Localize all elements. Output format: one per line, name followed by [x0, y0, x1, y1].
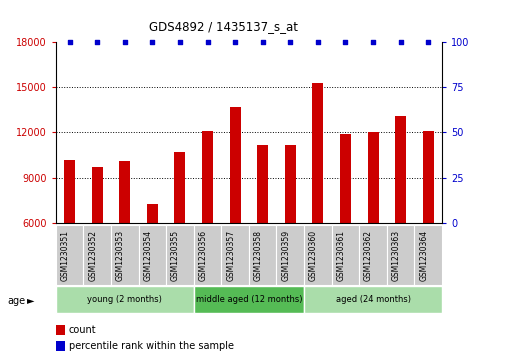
Text: GSM1230358: GSM1230358	[253, 230, 263, 281]
Text: aged (24 months): aged (24 months)	[335, 295, 410, 304]
Bar	[359, 225, 387, 285]
Bar	[304, 286, 442, 313]
Bar	[64, 160, 75, 223]
Text: GSM1230362: GSM1230362	[364, 230, 373, 281]
Point	[286, 39, 294, 45]
Text: GDS4892 / 1435137_s_at: GDS4892 / 1435137_s_at	[149, 20, 298, 33]
Text: GSM1230353: GSM1230353	[116, 230, 125, 281]
Point	[204, 39, 212, 45]
Bar	[147, 204, 158, 223]
Bar	[92, 167, 103, 223]
Point	[148, 39, 156, 45]
Text: GSM1230361: GSM1230361	[336, 230, 345, 281]
Bar	[367, 132, 378, 223]
Bar	[174, 152, 185, 223]
Bar	[166, 225, 194, 285]
Bar	[119, 161, 131, 223]
Point	[424, 39, 432, 45]
Bar	[285, 144, 296, 223]
Point	[93, 39, 101, 45]
Text: young (2 months): young (2 months)	[87, 295, 162, 304]
Bar	[56, 286, 194, 313]
Bar	[111, 225, 139, 285]
Bar	[423, 131, 434, 223]
Point	[121, 39, 129, 45]
Bar	[194, 225, 221, 285]
Bar	[221, 225, 249, 285]
Text: ►: ►	[27, 295, 35, 306]
Text: count: count	[69, 325, 96, 335]
Bar	[304, 225, 332, 285]
Point	[397, 39, 405, 45]
Point	[231, 39, 239, 45]
Text: GSM1230355: GSM1230355	[171, 230, 180, 281]
Bar	[202, 131, 213, 223]
Point	[314, 39, 322, 45]
Bar	[257, 144, 268, 223]
Bar	[415, 225, 442, 285]
Text: GSM1230351: GSM1230351	[60, 230, 70, 281]
Text: GSM1230364: GSM1230364	[419, 230, 428, 281]
Bar	[230, 107, 241, 223]
Bar	[332, 225, 359, 285]
Point	[369, 39, 377, 45]
Text: GSM1230352: GSM1230352	[88, 230, 97, 281]
Bar	[340, 134, 351, 223]
Text: GSM1230360: GSM1230360	[309, 230, 318, 281]
Bar	[312, 82, 324, 223]
Bar	[249, 225, 276, 285]
Text: GSM1230363: GSM1230363	[392, 230, 401, 281]
Bar	[83, 225, 111, 285]
Bar	[276, 225, 304, 285]
Bar	[139, 225, 166, 285]
Bar	[56, 225, 83, 285]
Text: GSM1230356: GSM1230356	[199, 230, 208, 281]
Text: GSM1230354: GSM1230354	[143, 230, 152, 281]
Bar	[395, 116, 406, 223]
Point	[259, 39, 267, 45]
Text: percentile rank within the sample: percentile rank within the sample	[69, 341, 234, 351]
Point	[66, 39, 74, 45]
Bar	[194, 286, 304, 313]
Text: GSM1230359: GSM1230359	[281, 230, 290, 281]
Bar	[387, 225, 415, 285]
Text: GSM1230357: GSM1230357	[226, 230, 235, 281]
Text: age: age	[8, 295, 26, 306]
Point	[341, 39, 350, 45]
Text: middle aged (12 months): middle aged (12 months)	[196, 295, 302, 304]
Point	[176, 39, 184, 45]
